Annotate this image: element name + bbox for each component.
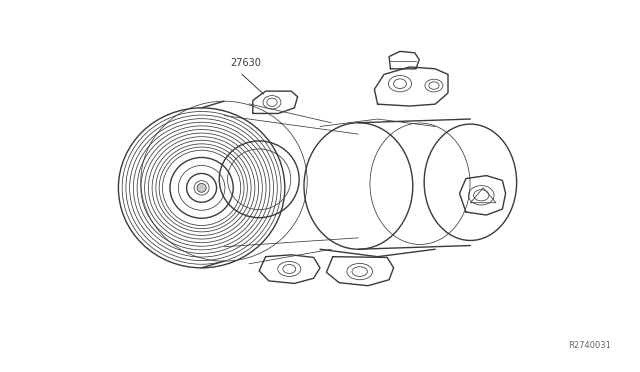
Text: 27630: 27630 bbox=[230, 58, 261, 68]
Text: R2740031: R2740031 bbox=[568, 341, 611, 350]
Ellipse shape bbox=[197, 183, 206, 192]
